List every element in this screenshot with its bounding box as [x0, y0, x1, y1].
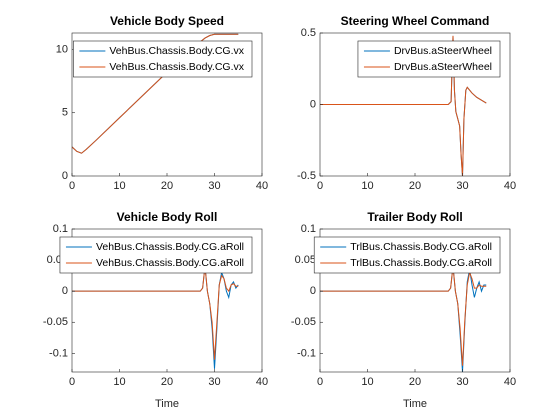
- legend-label: VehBus.Chassis.Body.CG.vx: [109, 45, 244, 57]
- y-tick-label: -0.05: [43, 316, 68, 328]
- axes-title: Vehicle Body Speed: [110, 14, 224, 28]
- legend-label: DrvBus.aSteerWheel: [394, 45, 492, 57]
- x-tick-label: 30: [456, 376, 468, 388]
- x-tick-label: 40: [504, 180, 516, 192]
- x-axis-label: Time: [403, 398, 427, 410]
- y-tick-label: 0.1: [301, 223, 316, 235]
- x-tick-label: 20: [161, 180, 173, 192]
- x-tick-label: 10: [113, 376, 125, 388]
- legend-label: VehBus.Chassis.Body.CG.vx: [109, 61, 244, 73]
- y-tick-label: 5: [62, 107, 68, 119]
- axes-title: Trailer Body Roll: [367, 210, 462, 224]
- x-tick-label: 20: [161, 376, 173, 388]
- legend-box: [357, 40, 501, 78]
- legend: TrlBus.Chassis.Body.CG.aRoll TrlBus.Chass…: [313, 236, 501, 274]
- x-tick-label: 30: [456, 180, 468, 192]
- axes-title: Steering Wheel Command: [341, 14, 490, 28]
- x-tick-label: 40: [256, 180, 268, 192]
- x-tick-label: 10: [361, 180, 373, 192]
- legend: VehBus.Chassis.Body.CG.aRoll VehBus.Chass…: [59, 236, 253, 274]
- y-tick-label: -0.1: [297, 347, 316, 359]
- legend-label: VehBus.Chassis.Body.CG.aRoll: [96, 257, 244, 269]
- y-tick-label: 0.1: [53, 223, 68, 235]
- y-tick-label: 0.5: [301, 27, 316, 39]
- legend: DrvBus.aSteerWheel DrvBus.aSteerWheel: [357, 40, 501, 78]
- y-tick-label: 10: [56, 43, 68, 55]
- legend-label: TrlBus.Chassis.Body.CG.aRoll: [350, 257, 492, 269]
- x-tick-label: 0: [69, 376, 75, 388]
- x-tick-label: 10: [361, 376, 373, 388]
- legend-box: [59, 236, 253, 274]
- y-tick-label: 0: [310, 285, 316, 297]
- y-tick-label: 0: [62, 285, 68, 297]
- legend-box: [313, 236, 501, 274]
- x-tick-label: 40: [256, 376, 268, 388]
- x-tick-label: 30: [208, 376, 220, 388]
- y-tick-label: -0.5: [297, 170, 316, 182]
- x-tick-label: 20: [409, 376, 421, 388]
- y-tick-label: 0: [310, 98, 316, 110]
- legend-label: DrvBus.aSteerWheel: [394, 61, 492, 73]
- y-tick-label: 0: [62, 170, 68, 182]
- x-tick-label: 30: [208, 180, 220, 192]
- y-tick-label: -0.1: [49, 347, 68, 359]
- y-tick-label: -0.05: [291, 316, 316, 328]
- legend-label: VehBus.Chassis.Body.CG.aRoll: [96, 241, 244, 253]
- data-line: [72, 33, 239, 154]
- axes-title: Vehicle Body Roll: [117, 210, 218, 224]
- x-tick-label: 40: [504, 376, 516, 388]
- legend: VehBus.Chassis.Body.CG.vx VehBus.Chassis.…: [73, 40, 253, 78]
- x-axis-label: Time: [155, 398, 179, 410]
- y-tick-label: 0.05: [295, 254, 316, 266]
- x-tick-label: 20: [409, 180, 421, 192]
- x-tick-label: 10: [113, 180, 125, 192]
- x-tick-label: 0: [317, 180, 323, 192]
- legend-label: TrlBus.Chassis.Body.CG.aRoll: [350, 241, 492, 253]
- x-tick-label: 0: [317, 376, 323, 388]
- legend-box: [73, 40, 253, 78]
- x-tick-label: 0: [69, 180, 75, 192]
